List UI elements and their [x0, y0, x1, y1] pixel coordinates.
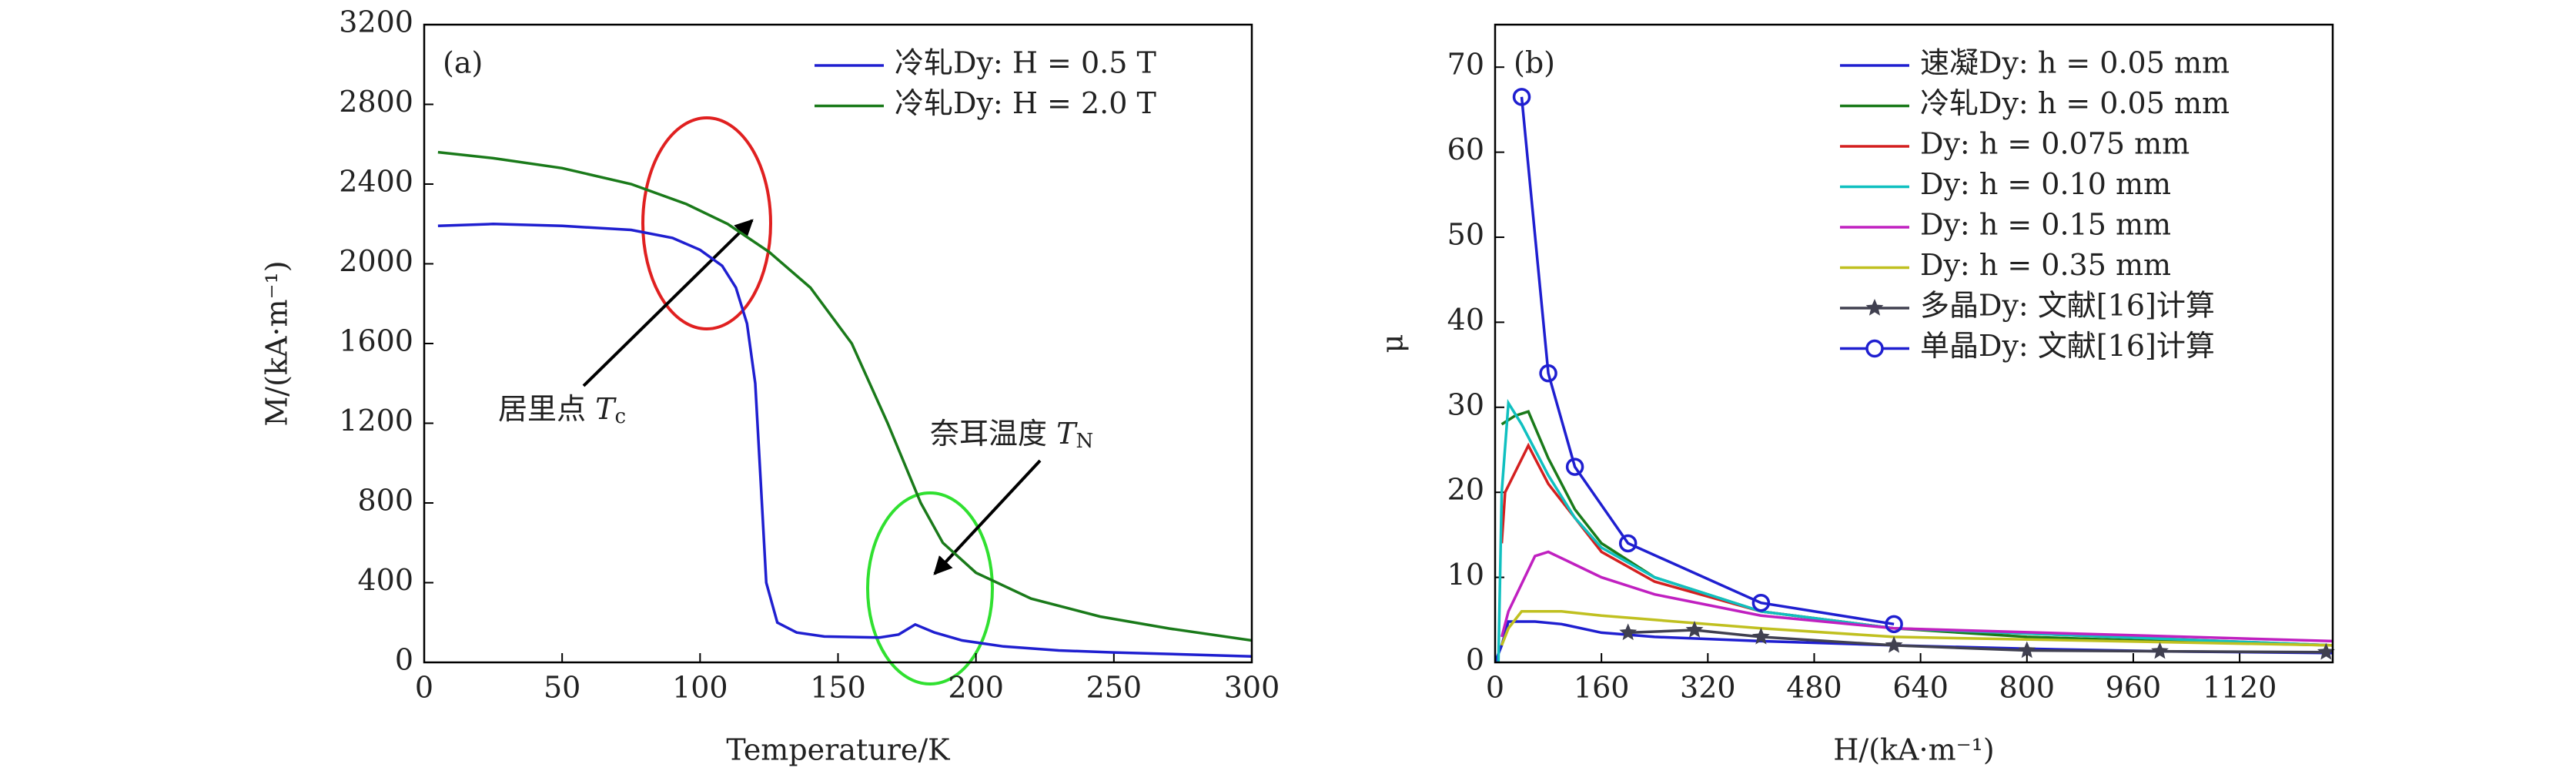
curie-ellipse — [641, 116, 772, 330]
legend-label: Dy: h = 0.10 mm — [1920, 167, 2171, 201]
x-tick-label: 0 — [1486, 671, 1504, 705]
legend-marker — [1865, 339, 1884, 358]
x-tick-label: 160 — [1574, 671, 1630, 705]
panel-label: (b) — [1514, 46, 1555, 80]
marker — [1885, 615, 1903, 634]
annotation-subscript: N — [1076, 430, 1093, 453]
marker — [1685, 621, 1704, 638]
annotation-symbol: T — [1056, 417, 1078, 451]
annotation-text: 奈耳温度 — [930, 417, 1056, 451]
neel-label: 奈耳温度 TN — [930, 417, 1093, 454]
series-line — [1500, 442, 2333, 647]
legend-label: 冷轧Dy: h = 0.05 mm — [1920, 86, 2230, 120]
x-tick-label: 480 — [1786, 671, 1842, 705]
legend-marker — [1865, 299, 1884, 316]
marker — [1751, 593, 1771, 612]
series-line — [1500, 610, 2333, 647]
y-axis-label: M/(kA·m⁻¹) — [260, 260, 294, 426]
marker — [1619, 623, 1638, 641]
curie-arrow — [582, 219, 754, 387]
legend-label: Dy: h = 0.075 mm — [1920, 127, 2190, 161]
x-tick-label: 640 — [1892, 671, 1949, 705]
y-tick-label: 70 — [1447, 48, 1484, 82]
neel-arrow — [933, 459, 1042, 575]
y-tick-label: 20 — [1447, 473, 1484, 507]
series-line — [1497, 398, 2333, 662]
x-axis-label: Temperature/K — [726, 733, 950, 767]
y-tick-label: 30 — [1447, 387, 1484, 421]
marker — [2018, 641, 2036, 659]
legend-label: 多晶Dy: 文献[16]计算 — [1920, 289, 2215, 323]
x-tick-label: 0 — [415, 671, 433, 705]
marker — [2317, 642, 2335, 660]
legend-label: 速凝Dy: h = 0.05 mm — [1920, 46, 2230, 80]
legend-label: Dy: h = 0.35 mm — [1920, 248, 2171, 282]
y-axis-label: μ — [1376, 334, 1410, 354]
series-line — [1520, 96, 1895, 626]
marker — [1885, 635, 1903, 653]
series-line — [1500, 410, 2333, 647]
x-tick-label: 250 — [1086, 671, 1142, 705]
y-tick-label: 800 — [357, 484, 413, 518]
y-tick-label: 1200 — [339, 404, 413, 437]
y-tick-label: 0 — [1466, 643, 1484, 677]
y-tick-label: 0 — [395, 643, 413, 677]
marker — [1618, 534, 1638, 553]
x-tick-label: 100 — [672, 671, 728, 705]
x-tick-label: 200 — [948, 671, 1004, 705]
series-line — [437, 223, 1252, 658]
series-line — [1500, 550, 2333, 643]
y-tick-label: 40 — [1447, 303, 1484, 337]
legend-label: 单晶Dy: 文献[16]计算 — [1920, 329, 2215, 363]
series-line — [437, 150, 1252, 642]
marker — [1539, 364, 1557, 383]
x-tick-label: 300 — [1224, 671, 1280, 705]
x-tick-label: 150 — [810, 671, 866, 705]
neel-ellipse — [866, 491, 994, 685]
marker — [1752, 627, 1770, 645]
y-tick-label: 50 — [1447, 218, 1484, 252]
x-axis-label: H/(kA·m⁻¹) — [1833, 733, 1994, 767]
y-tick-label: 3200 — [339, 5, 413, 39]
x-tick-label: 960 — [2106, 671, 2162, 705]
x-tick-label: 1120 — [2203, 671, 2277, 705]
y-tick-label: 10 — [1447, 558, 1484, 592]
legend-label: 冷轧Dy: H = 0.5 T — [895, 46, 1156, 80]
plot-frame — [423, 23, 1253, 664]
annotation-text: 居里点 — [498, 392, 595, 426]
curie-label: 居里点 Tc — [498, 392, 626, 429]
annotation-subscript: c — [614, 405, 626, 428]
y-tick-label: 1600 — [339, 324, 413, 358]
y-tick-label: 2000 — [339, 244, 413, 278]
marker — [2151, 642, 2169, 659]
x-tick-label: 320 — [1680, 671, 1736, 705]
y-tick-label: 2800 — [339, 85, 413, 119]
plot-frame — [1494, 23, 2334, 664]
marker — [1512, 88, 1531, 106]
y-tick-label: 60 — [1447, 132, 1484, 166]
annotation-symbol: T — [595, 392, 617, 426]
y-tick-label: 2400 — [339, 165, 413, 199]
legend-label: 冷轧Dy: H = 2.0 T — [895, 86, 1156, 120]
legend-label: Dy: h = 0.15 mm — [1920, 208, 2171, 242]
x-tick-label: 800 — [1999, 671, 2056, 705]
x-tick-label: 50 — [544, 671, 580, 705]
marker — [1565, 458, 1584, 476]
y-tick-label: 400 — [357, 563, 413, 597]
panel-label: (a) — [443, 46, 483, 80]
